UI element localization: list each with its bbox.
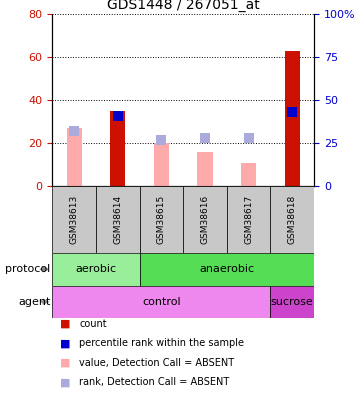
Text: sucrose: sucrose <box>271 297 314 307</box>
Bar <box>110 111 125 186</box>
Bar <box>154 143 169 186</box>
Text: control: control <box>142 297 181 307</box>
Point <box>202 135 208 141</box>
Text: ■: ■ <box>60 377 70 387</box>
Text: GSM38614: GSM38614 <box>113 195 122 244</box>
Bar <box>52 286 270 318</box>
Text: agent: agent <box>18 297 51 307</box>
Text: percentile rank within the sample: percentile rank within the sample <box>79 339 244 348</box>
Text: protocol: protocol <box>5 264 51 274</box>
Bar <box>66 128 82 186</box>
Text: GSM38615: GSM38615 <box>157 195 166 244</box>
Text: GSM38616: GSM38616 <box>200 195 209 244</box>
Text: ■: ■ <box>60 319 70 329</box>
Bar <box>241 163 256 186</box>
Text: rank, Detection Call = ABSENT: rank, Detection Call = ABSENT <box>79 377 230 387</box>
Text: GSM38613: GSM38613 <box>70 195 79 244</box>
Text: ■: ■ <box>60 339 70 348</box>
Bar <box>227 186 270 253</box>
Point <box>115 113 121 119</box>
Text: GSM38617: GSM38617 <box>244 195 253 244</box>
Bar <box>140 253 314 286</box>
Text: GSM38618: GSM38618 <box>288 195 297 244</box>
Bar <box>183 186 227 253</box>
Bar <box>52 186 96 253</box>
Point <box>246 135 252 141</box>
Bar <box>284 51 300 186</box>
Point <box>158 136 164 143</box>
Text: aerobic: aerobic <box>75 264 117 274</box>
Point <box>290 109 295 115</box>
Point <box>71 128 77 134</box>
Bar <box>197 152 213 186</box>
Text: ■: ■ <box>60 358 70 368</box>
Bar <box>270 186 314 253</box>
Bar <box>140 186 183 253</box>
Bar <box>96 186 140 253</box>
Text: value, Detection Call = ABSENT: value, Detection Call = ABSENT <box>79 358 235 368</box>
Text: anaerobic: anaerobic <box>199 264 255 274</box>
Bar <box>52 253 140 286</box>
Text: count: count <box>79 319 107 329</box>
Bar <box>270 286 314 318</box>
Title: GDS1448 / 267051_at: GDS1448 / 267051_at <box>107 0 260 12</box>
